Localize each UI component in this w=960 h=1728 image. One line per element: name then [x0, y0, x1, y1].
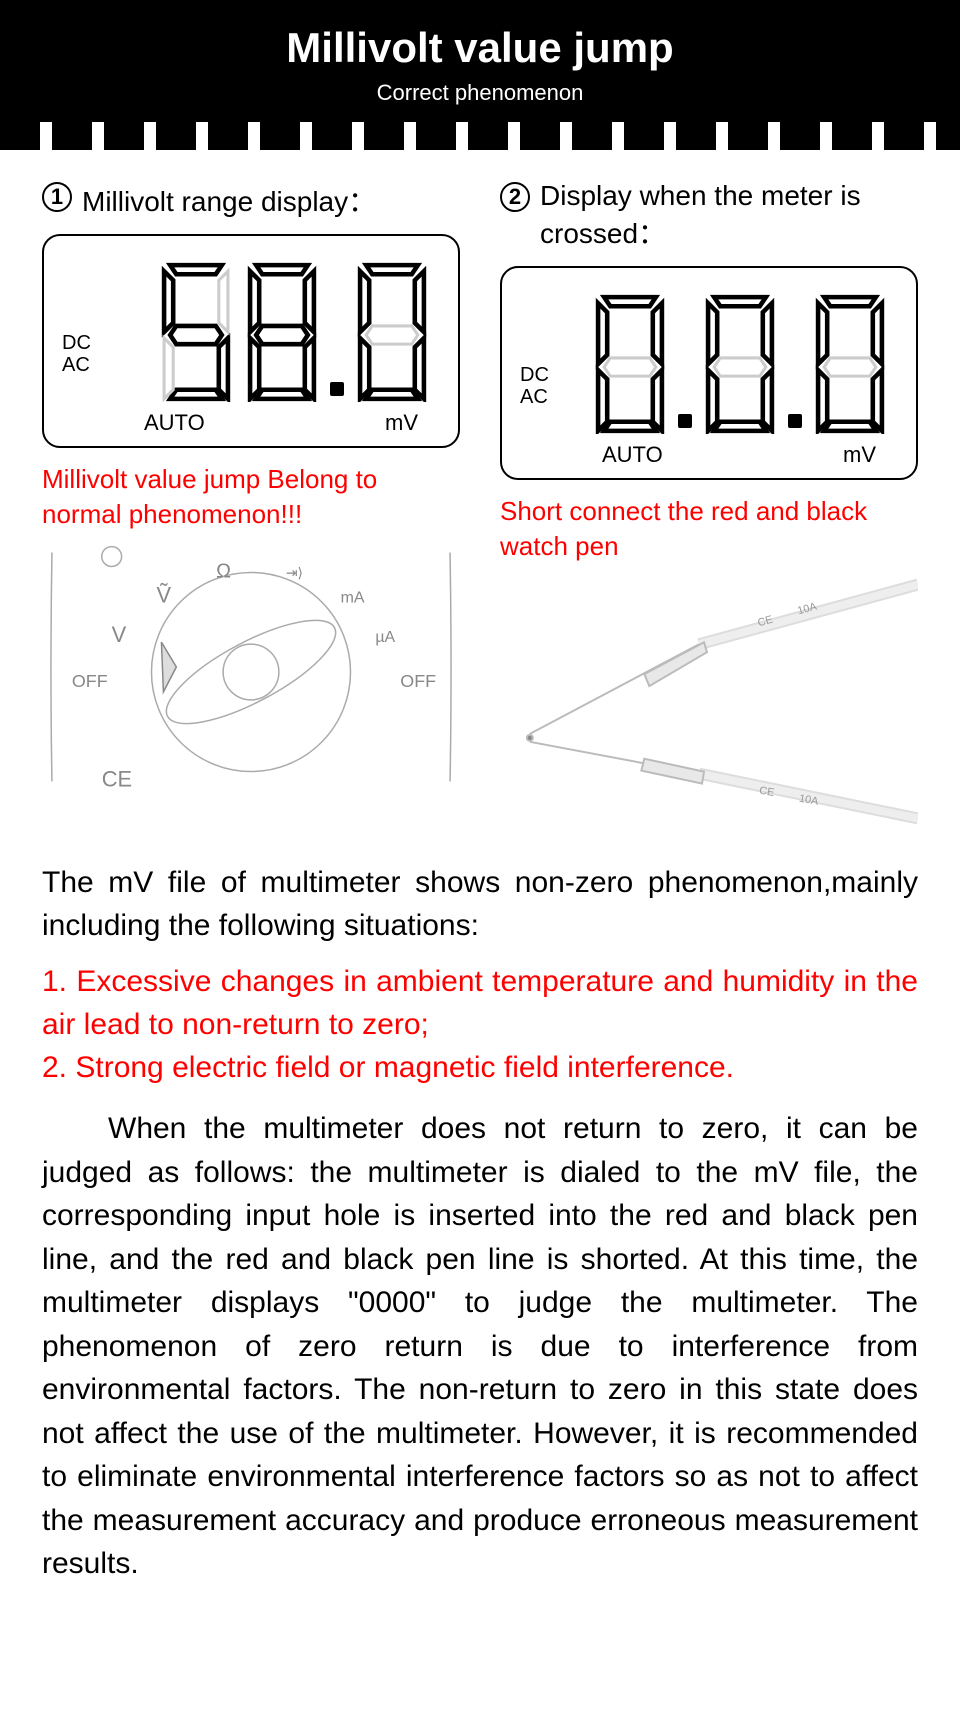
header-banner: Millivolt value jump Correct phenomenon [0, 0, 960, 122]
step-2-column: 2 Display when the meter is crossed： DC … [500, 180, 918, 824]
caption-1: Millivolt value jump Belong to normal ph… [42, 462, 460, 532]
step-2-label: 2 Display when the meter is crossed： [500, 180, 918, 252]
step-1-label: 1 Millivolt range display： [42, 180, 460, 220]
lcd1-ac-label: AC [62, 354, 91, 376]
red-point-2: 2. Strong electric field or magnetic fie… [42, 1047, 918, 1090]
lcd-display-2: DC AC [500, 266, 918, 480]
lcd2-auto-label: AUTO [602, 442, 663, 468]
lcd1-digits [158, 262, 430, 402]
step-2-number: 2 [500, 182, 530, 212]
lcd1-auto-label: AUTO [144, 410, 205, 436]
dial-diode: ⇥⟩ [286, 565, 303, 581]
lcd2-dc-label: DC [520, 364, 549, 386]
lcd1-unit-label: mV [385, 410, 418, 436]
probe-label-2: 10A [798, 793, 820, 808]
step-1-number: 1 [42, 182, 72, 212]
dial-ma: mA [341, 589, 365, 606]
probe-ce-2: CE [758, 785, 775, 799]
lcd2-digits [592, 294, 888, 434]
red-point-1: 1. Excessive changes in ambient temperat… [42, 961, 918, 1046]
page-subtitle: Correct phenomenon [0, 80, 960, 106]
lcd2-unit-label: mV [843, 442, 876, 468]
lcd2-ac-label: AC [520, 386, 549, 408]
lcd-display-1: DC AC [42, 234, 460, 448]
lcd1-dc-label: DC [62, 332, 91, 354]
decimal-point-1 [330, 382, 344, 396]
dial-illustration: OFF OFF CE Ṽ V Ω ⇥⟩ mA µA [42, 542, 460, 792]
dial-off-left: OFF [72, 671, 108, 691]
step-1-text: Millivolt range display： [82, 180, 376, 220]
dial-v-tilde: Ṽ [156, 582, 171, 607]
digit-0b [592, 294, 668, 434]
dial-ua: µA [375, 629, 395, 646]
dial-v: V [112, 622, 127, 647]
step-2-text: Display when the meter is crossed： [540, 180, 918, 252]
digit-0c [702, 294, 778, 434]
digit-5 [158, 262, 234, 402]
caption-2: Short connect the red and black watch pe… [500, 494, 918, 564]
dial-ce: CE [102, 767, 132, 792]
digit-0a [354, 262, 430, 402]
dial-ohm: Ω [216, 561, 231, 583]
main-paragraph: When the multimeter does not return to z… [42, 1107, 918, 1586]
decimal-point-2b [788, 414, 802, 428]
step-1-column: 1 Millivolt range display： DC AC [42, 180, 460, 824]
decimal-point-2a [678, 414, 692, 428]
digit-0d [812, 294, 888, 434]
digit-8 [244, 262, 320, 402]
intro-text: The mV file of multimeter shows non-zero… [42, 862, 918, 947]
page-title: Millivolt value jump [0, 24, 960, 72]
probes-illustration: 10A CE 10A CE [500, 574, 918, 824]
dial-off-right: OFF [400, 671, 436, 691]
decorative-ribbon [0, 122, 960, 150]
